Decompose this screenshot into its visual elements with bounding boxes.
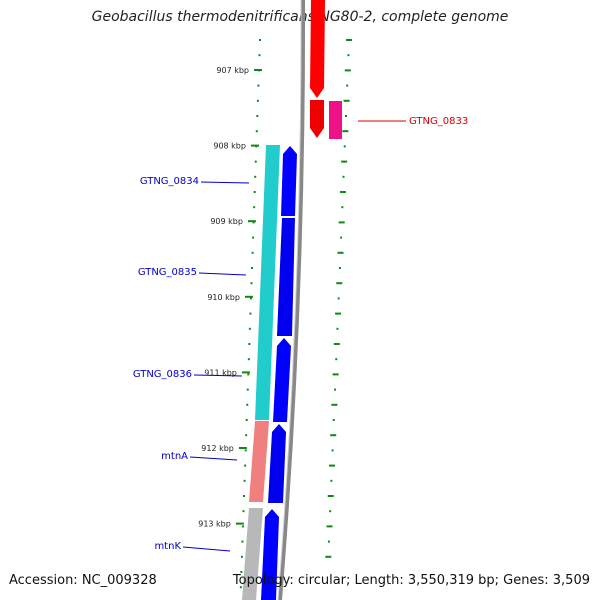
gene-label-gtng-0833[interactable]: GTNG_0833 xyxy=(409,116,468,127)
cds-mtnK xyxy=(261,509,279,600)
forward-cds-track xyxy=(310,0,342,139)
leader-gtng-0836 xyxy=(193,374,243,377)
cds-forward-gtng-0833-pink xyxy=(329,101,342,139)
accession-text: Accession: NC_009328 xyxy=(9,573,157,588)
map-title: Geobacillus thermodenitrificans NG80-2, … xyxy=(91,9,509,25)
gc-skew-track-inner xyxy=(239,39,261,589)
leader-gtng-0834 xyxy=(200,181,250,184)
cds-gtng-0834 xyxy=(281,146,297,216)
scale-tick-label: 908 kbp xyxy=(213,142,246,151)
genome-backbone-highlight xyxy=(277,0,302,600)
cog-block-gray xyxy=(242,508,263,600)
cog-block-salmon xyxy=(249,421,269,502)
cds-mtnA xyxy=(268,424,286,503)
gc-skew-track-outer xyxy=(325,39,352,558)
scale-tick-label: 910 kbp xyxy=(207,293,240,302)
leader-gtng-0835 xyxy=(198,272,247,276)
scale-tick-label: 909 kbp xyxy=(210,217,243,226)
topology-text: Topology: circular; Length: 3,550,319 bp… xyxy=(232,573,590,588)
scale-tick-label: 912 kbp xyxy=(201,444,234,453)
gene-label-gtng-0835[interactable]: GTNG_0835 xyxy=(138,267,197,278)
gene-label-leaders xyxy=(182,120,406,552)
gene-label-gtng-0836[interactable]: GTNG_0836 xyxy=(133,369,192,380)
gene-label-mtnA[interactable]: mtnA xyxy=(161,451,188,462)
scale-track: 907 kbp 908 kbp 909 kbp 910 kbp 911 kbp 912 k… xyxy=(198,66,262,529)
gene-labels: GTNG_0833 GTNG_0834 GTNG_0835 GTNG_0836 … xyxy=(133,116,468,552)
leader-mtnA xyxy=(189,456,238,461)
leader-mtnK xyxy=(182,546,231,552)
cds-gtng-0835 xyxy=(277,218,295,336)
gene-label-mtnK[interactable]: mtnK xyxy=(154,541,181,552)
scale-tick-label: 913 kbp xyxy=(198,520,231,529)
cds-gtng-0836 xyxy=(273,338,291,422)
cog-track xyxy=(242,145,280,600)
cds-forward-1 xyxy=(310,0,325,98)
scale-tick-label: 907 kbp xyxy=(216,66,249,75)
gene-label-gtng-0834[interactable]: GTNG_0834 xyxy=(140,176,199,187)
cog-block-cyan xyxy=(255,145,280,420)
reverse-cds-track xyxy=(261,146,297,600)
cds-forward-gtng-0833 xyxy=(310,100,324,138)
genome-backbone xyxy=(278,0,306,600)
scale-tick-label: 911 kbp xyxy=(204,368,237,377)
